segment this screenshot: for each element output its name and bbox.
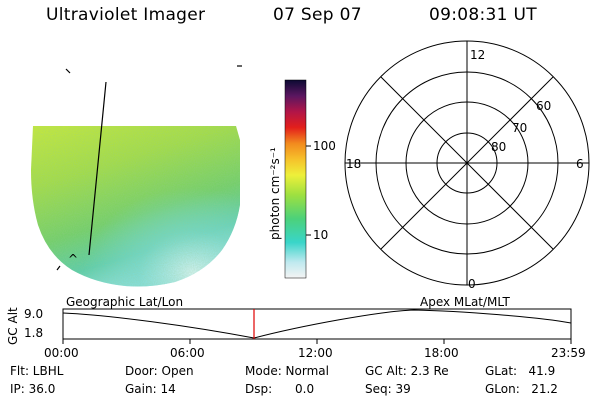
position-marker: ^ xyxy=(68,252,78,266)
glat-status: GLat: 41.9 xyxy=(485,364,556,378)
terminator-line xyxy=(88,81,107,256)
geo-latlon-title: Geographic Lat/Lon xyxy=(66,295,184,309)
apex-mlat-mlt-title: Apex MLat/MLT xyxy=(420,295,510,309)
glon-status: GLon: 21.2 xyxy=(485,382,558,396)
dsp-status: Dsp: 0.0 xyxy=(245,382,315,396)
mlat-label: 60 xyxy=(536,99,551,113)
instrument-title: Ultraviolet Imager xyxy=(46,5,206,25)
x-tick-label: 18:00 xyxy=(424,346,459,360)
mlat-label: 80 xyxy=(491,140,506,154)
y-tick-label: 9.0 xyxy=(24,307,43,321)
gc-alt-status: GC Alt: 2.3 Re xyxy=(365,364,449,378)
gain-status: Gain: 14 xyxy=(125,382,176,396)
door-status: Door: Open xyxy=(125,364,194,378)
colorbar-tick-label: 100 xyxy=(313,139,336,153)
uvi-image-noise xyxy=(31,126,240,287)
seq-status: Seq: 39 xyxy=(365,382,411,396)
altitude-curve xyxy=(62,309,572,339)
polar-meridian-diagonal xyxy=(380,76,554,250)
y-axis-label: GC Alt xyxy=(6,307,20,345)
ip-status: IP: 36.0 xyxy=(10,382,56,396)
mlat-label: 70 xyxy=(512,121,527,135)
x-tick-label: 00:00 xyxy=(44,346,79,360)
date-label: 07 Sep 07 xyxy=(273,5,362,25)
y-tick-label: 1.8 xyxy=(24,326,43,340)
limb-mark xyxy=(56,265,61,271)
x-tick-label: 12:00 xyxy=(298,346,333,360)
mlt-label-top: 12 xyxy=(470,48,485,62)
filter-status: Flt: LBHL xyxy=(10,364,64,378)
mlt-label-bottom: 0 xyxy=(468,277,476,291)
x-tick-label: 23:59 xyxy=(551,346,586,360)
colorbar-scale xyxy=(284,79,307,279)
mlt-label-left: 18 xyxy=(346,157,361,171)
limb-mark xyxy=(65,68,71,74)
colorbar-tick-label: 10 xyxy=(313,228,328,242)
x-tick-label: 06:00 xyxy=(170,346,205,360)
mlt-label-right: 6 xyxy=(576,157,584,171)
colorbar-unit-label: photon cm⁻²s⁻¹ xyxy=(268,147,282,240)
time-label: 09:08:31 UT xyxy=(429,5,537,25)
mode-status: Mode: Normal xyxy=(245,364,329,378)
